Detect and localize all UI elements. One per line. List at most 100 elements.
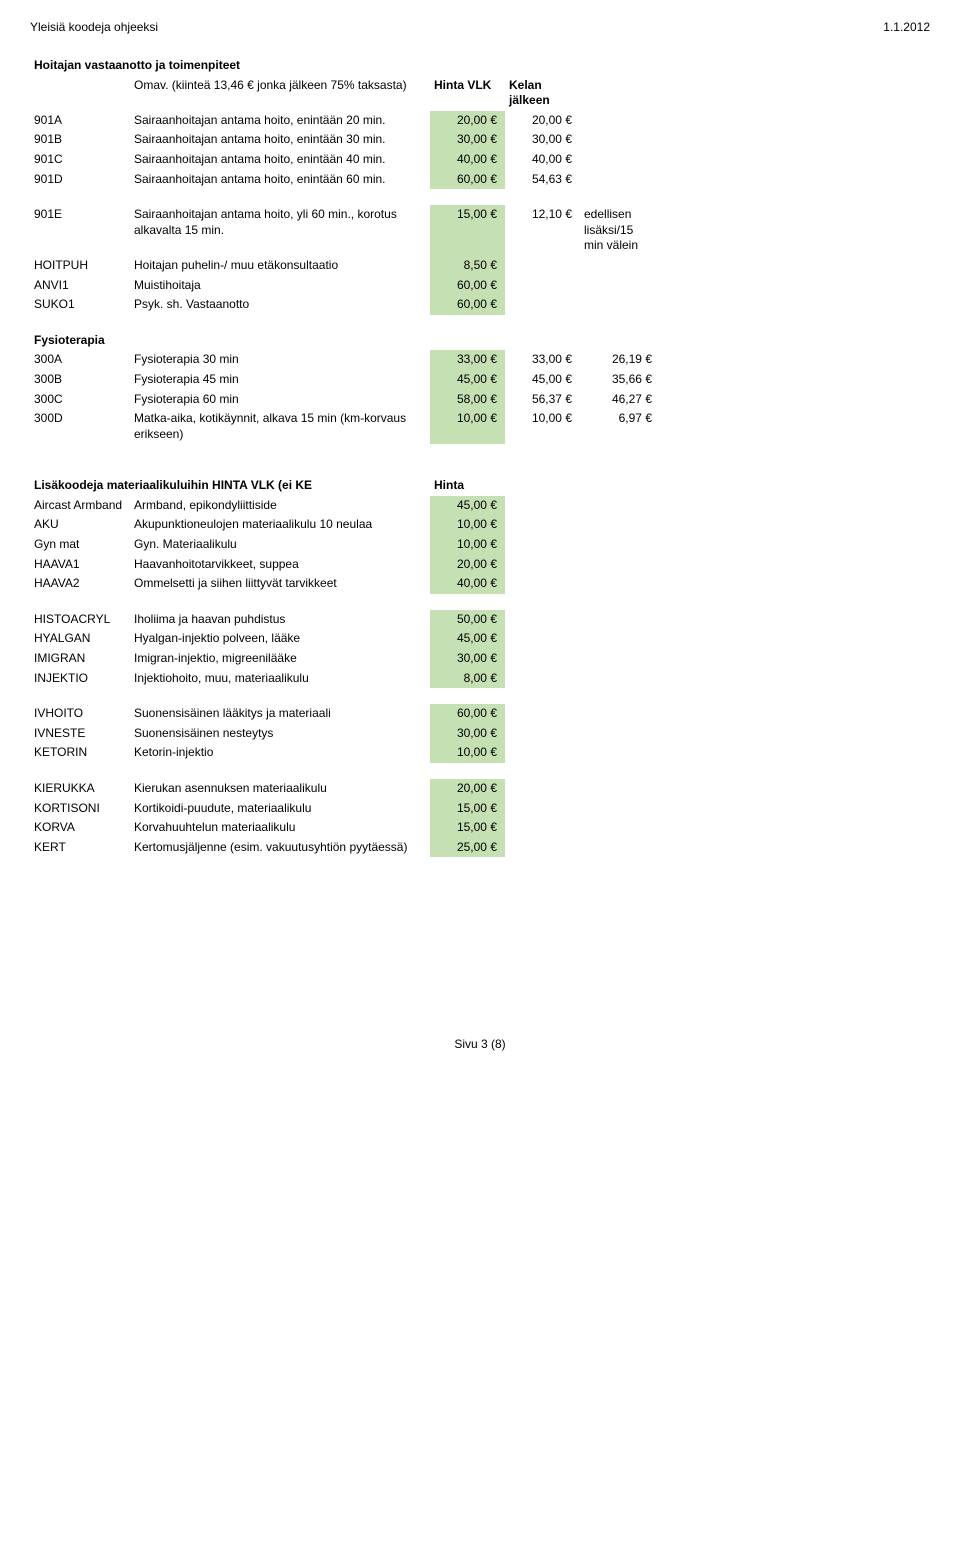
s3-0-code-2: Gyn mat: [30, 535, 130, 555]
s1b-c2-2: [505, 276, 580, 296]
s1-code-3: 901D: [30, 170, 130, 190]
s1b-c3-3: [580, 295, 660, 315]
s3-1-c1-0: 50,00 €: [430, 610, 505, 630]
s3-1-code-2: IMIGRAN: [30, 649, 130, 669]
s1b-c1-0: 15,00 €: [430, 205, 505, 256]
s3-3-code-0: KIERUKKA: [30, 779, 130, 799]
s3-1-c1-3: 8,00 €: [430, 669, 505, 689]
section2-title: Fysioterapia: [30, 331, 930, 351]
s1b-c1-1: 8,50 €: [430, 256, 505, 276]
s1b-desc-3: Psyk. sh. Vastaanotto: [130, 295, 430, 315]
s3-0-code-3: HAAVA1: [30, 555, 130, 575]
document-header: Yleisiä koodeja ohjeeksi 1.1.2012: [30, 20, 930, 34]
s2-code-3: 300D: [30, 409, 130, 444]
s2-desc-2: Fysioterapia 60 min: [130, 390, 430, 410]
section3-title-right: Hinta: [430, 476, 505, 496]
s1-c3-2: [580, 150, 660, 170]
s2-desc-3: Matka-aika, kotikäynnit, alkava 15 min (…: [130, 409, 430, 444]
main-table: Hoitajan vastaanotto ja toimenpiteetOmav…: [30, 56, 930, 857]
s1-desc-1: Sairaanhoitajan antama hoito, enintään 3…: [130, 130, 430, 150]
s3-3-c1-2: 15,00 €: [430, 818, 505, 838]
s3-0-desc-0: Armband, epikondyliittiside: [130, 496, 430, 516]
s2-c3-2: 46,27 €: [580, 390, 660, 410]
s1-c2-3: 54,63 €: [505, 170, 580, 190]
s1-c2-0: 20,00 €: [505, 111, 580, 131]
s3-0-desc-3: Haavanhoitotarvikkeet, suppea: [130, 555, 430, 575]
s3-3-c1-3: 25,00 €: [430, 838, 505, 858]
s3-0-desc-4: Ommelsetti ja siihen liittyvät tarvikkee…: [130, 574, 430, 594]
s2-c3-0: 26,19 €: [580, 350, 660, 370]
s1b-code-1: HOITPUH: [30, 256, 130, 276]
s1-c3-0: [580, 111, 660, 131]
section3-title-left: Lisäkoodeja materiaalikuluihin HINTA VLK…: [30, 476, 430, 496]
s1-sub-left: Omav. (kiinteä 13,46 € jonka jälkeen 75%…: [130, 76, 430, 111]
s1-c2-1: 30,00 €: [505, 130, 580, 150]
s2-c3-3: 6,97 €: [580, 409, 660, 444]
s3-1-code-1: HYALGAN: [30, 629, 130, 649]
s1-c2-2: 40,00 €: [505, 150, 580, 170]
s2-code-1: 300B: [30, 370, 130, 390]
s1b-code-2: ANVI1: [30, 276, 130, 296]
s2-c1-2: 58,00 €: [430, 390, 505, 410]
s1b-code-0: 901E: [30, 205, 130, 256]
s1b-c2-3: [505, 295, 580, 315]
s2-c2-1: 45,00 €: [505, 370, 580, 390]
s3-3-c1-1: 15,00 €: [430, 799, 505, 819]
s1b-c1-2: 60,00 €: [430, 276, 505, 296]
s3-0-code-1: AKU: [30, 515, 130, 535]
s3-1-code-0: HISTOACRYL: [30, 610, 130, 630]
s3-2-desc-0: Suonensisäinen lääkitys ja materiaali: [130, 704, 430, 724]
s1-c1-1: 30,00 €: [430, 130, 505, 150]
s3-3-code-1: KORTISONI: [30, 799, 130, 819]
s3-0-c1-2: 10,00 €: [430, 535, 505, 555]
s1b-desc-2: Muistihoitaja: [130, 276, 430, 296]
s1b-c1-3: 60,00 €: [430, 295, 505, 315]
s3-2-code-0: IVHOITO: [30, 704, 130, 724]
s3-0-c1-1: 10,00 €: [430, 515, 505, 535]
s3-2-c1-2: 10,00 €: [430, 743, 505, 763]
s1b-c3-1: [580, 256, 660, 276]
s3-0-c1-4: 40,00 €: [430, 574, 505, 594]
s2-c1-3: 10,00 €: [430, 409, 505, 444]
s1-desc-3: Sairaanhoitajan antama hoito, enintään 6…: [130, 170, 430, 190]
s3-3-code-3: KERT: [30, 838, 130, 858]
s1b-code-3: SUKO1: [30, 295, 130, 315]
s3-3-c1-0: 20,00 €: [430, 779, 505, 799]
s3-1-desc-2: Imigran-injektio, migreenilääke: [130, 649, 430, 669]
s3-3-desc-3: Kertomusjäljenne (esim. vakuutusyhtiön p…: [130, 838, 430, 858]
s3-0-code-4: HAAVA2: [30, 574, 130, 594]
s3-2-desc-1: Suonensisäinen nesteytys: [130, 724, 430, 744]
s3-2-c1-1: 30,00 €: [430, 724, 505, 744]
header-title: Yleisiä koodeja ohjeeksi: [30, 20, 158, 34]
s3-3-desc-1: Kortikoidi-puudute, materiaalikulu: [130, 799, 430, 819]
s1b-c2-0: 12,10 €: [505, 205, 580, 256]
s2-c1-0: 33,00 €: [430, 350, 505, 370]
s1b-desc-1: Hoitajan puhelin-/ muu etäkonsultaatio: [130, 256, 430, 276]
s3-1-c1-2: 30,00 €: [430, 649, 505, 669]
s1-blank: [30, 76, 130, 111]
s3-1-desc-3: Injektiohoito, muu, materiaalikulu: [130, 669, 430, 689]
s3-0-desc-2: Gyn. Materiaalikulu: [130, 535, 430, 555]
s3-1-desc-1: Hyalgan-injektio polveen, lääke: [130, 629, 430, 649]
s2-c2-0: 33,00 €: [505, 350, 580, 370]
header-date: 1.1.2012: [883, 20, 930, 34]
s1b-c3-2: [580, 276, 660, 296]
s2-c3-1: 35,66 €: [580, 370, 660, 390]
s2-c2-2: 56,37 €: [505, 390, 580, 410]
s1b-desc-0: Sairaanhoitajan antama hoito, yli 60 min…: [130, 205, 430, 256]
s3-3-code-2: KORVA: [30, 818, 130, 838]
s3-0-c1-3: 20,00 €: [430, 555, 505, 575]
s1b-c3-0: edellisen lisäksi/15 min välein: [580, 205, 660, 256]
s2-desc-1: Fysioterapia 45 min: [130, 370, 430, 390]
page-footer: Sivu 3 (8): [30, 1037, 930, 1051]
s3-2-code-1: IVNESTE: [30, 724, 130, 744]
s1-code-2: 901C: [30, 150, 130, 170]
s1-sub-c2: Kelan jälkeen: [505, 76, 580, 111]
s1-c3-3: [580, 170, 660, 190]
s1-c1-0: 20,00 €: [430, 111, 505, 131]
s1-desc-2: Sairaanhoitajan antama hoito, enintään 4…: [130, 150, 430, 170]
s1-sub-c1: Hinta VLK: [430, 76, 505, 111]
s1-c3-1: [580, 130, 660, 150]
s3-0-desc-1: Akupunktioneulojen materiaalikulu 10 neu…: [130, 515, 430, 535]
s3-0-code-0: Aircast Armband: [30, 496, 130, 516]
